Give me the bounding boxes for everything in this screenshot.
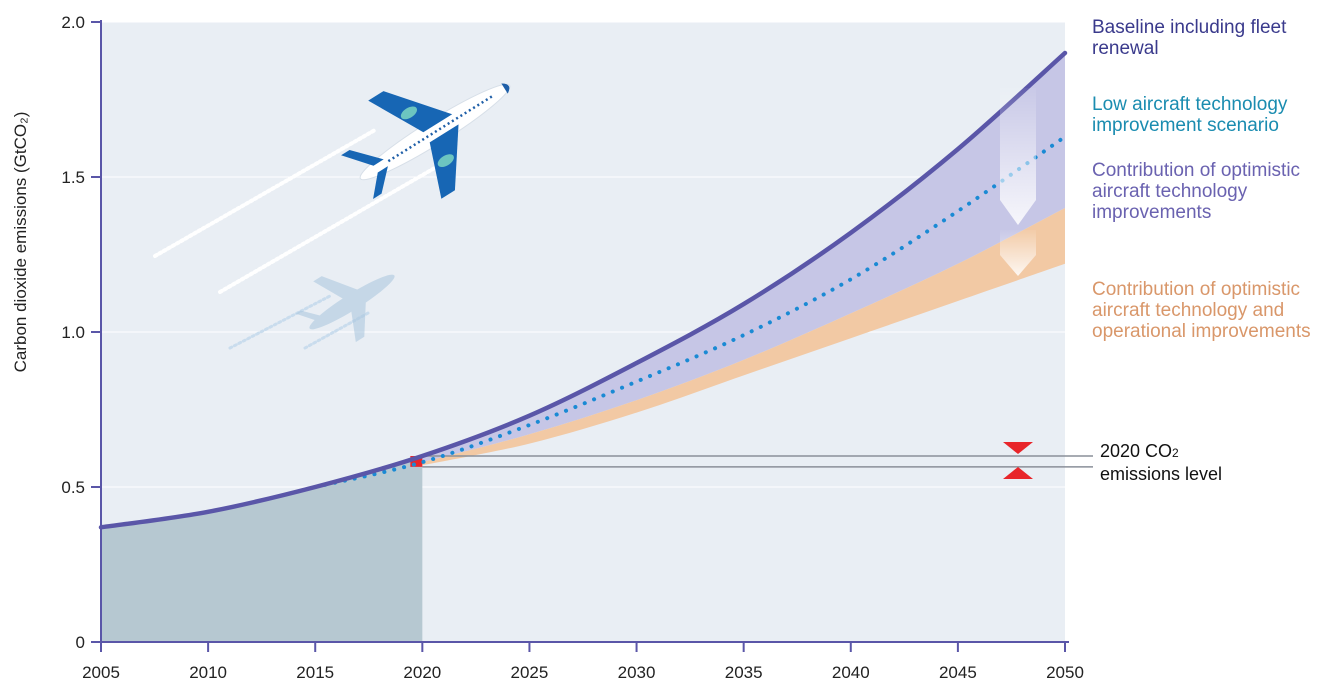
legend-tech: Contribution of optimistic aircraft tech… xyxy=(1092,160,1301,223)
x-tick-label: 2030 xyxy=(618,663,656,682)
tech-improvement-band xyxy=(422,53,1065,463)
x-tick-label: 2005 xyxy=(82,663,120,682)
y-axis-ticks: 0 0.5 1.0 1.5 2.0 xyxy=(61,13,101,652)
legend-level-text: 2020 CO xyxy=(1100,441,1173,461)
legend-ops: Contribution of optimistic aircraft tech… xyxy=(1092,279,1311,342)
legend-low-tech: Low aircraft technology improvement scen… xyxy=(1092,94,1288,136)
reduction-arrow-icon xyxy=(1000,88,1036,276)
2020-emission-level-lines xyxy=(422,455,1093,468)
x-tick-label: 2015 xyxy=(296,663,334,682)
legend-level-text-2: emissions level xyxy=(1100,464,1223,484)
legend-2020-level: 2020 CO2 emissions level xyxy=(1100,441,1330,485)
x-axis-ticks: 2005 2010 2015 2020 2025 2030 2035 2040 2045 2050 xyxy=(82,642,1084,682)
x-tick-label: 2050 xyxy=(1046,663,1084,682)
y-tick-label: 0.5 xyxy=(61,478,85,497)
low-tech-line xyxy=(313,134,1067,489)
y-tick-label: 0 xyxy=(76,633,85,652)
x-tick-label: 2010 xyxy=(189,663,227,682)
x-tick-label: 2035 xyxy=(725,663,763,682)
historical-emissions-area xyxy=(101,456,423,642)
y-tick-label: 1.0 xyxy=(61,323,85,342)
level-marker-icon xyxy=(1003,442,1033,479)
x-tick-label: 2045 xyxy=(939,663,977,682)
x-tick-label: 2020 xyxy=(403,663,441,682)
x-tick-label: 2025 xyxy=(511,663,549,682)
decorative-illustration xyxy=(153,83,511,350)
airplane-icon xyxy=(341,83,511,199)
legend-level-subscript: 2 xyxy=(1172,446,1179,460)
contrail-lines xyxy=(153,128,447,294)
2020-marker xyxy=(410,456,423,467)
legend-baseline: Baseline including fleet renewal xyxy=(1092,17,1287,59)
y-tick-label: 1.5 xyxy=(61,168,85,187)
x-tick-label: 2040 xyxy=(832,663,870,682)
y-tick-label: 2.0 xyxy=(61,13,85,32)
y-axis-label: Carbon dioxide emissions (GtCO₂) xyxy=(11,112,30,373)
baseline-line xyxy=(98,50,1068,530)
airplane-shadow-icon xyxy=(295,274,395,343)
